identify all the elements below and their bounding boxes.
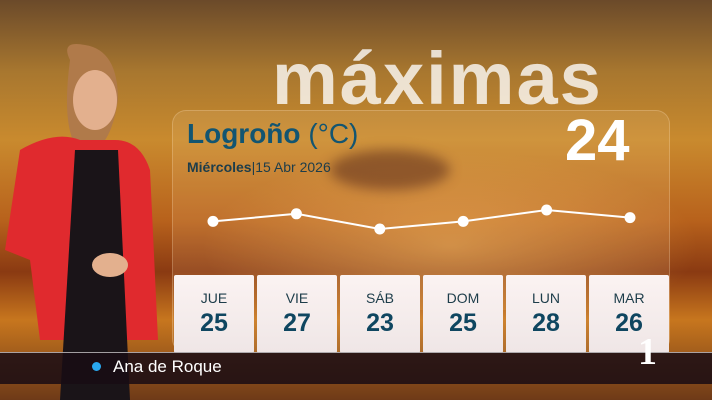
day-temp: 25: [449, 309, 477, 337]
day-card: SÁB 23: [340, 275, 420, 353]
day-card: JUE 25: [174, 275, 254, 353]
bullet-dot-icon: [92, 362, 101, 371]
temperature-point: [624, 212, 636, 224]
today-max-temp: 24: [565, 108, 630, 173]
temperature-point: [374, 223, 386, 235]
day-temp: 25: [200, 309, 228, 337]
presenter-name: Ana de Roque: [113, 357, 222, 376]
day-label: VIE: [285, 290, 309, 306]
day-label: DOM: [446, 290, 480, 306]
weekday: Miércoles: [187, 159, 252, 175]
day-label: JUE: [200, 290, 228, 306]
lower-third-bar: [0, 352, 712, 384]
forecast-panel: [172, 110, 670, 353]
day-card: MAR 26: [589, 275, 669, 353]
day-label: SÁB: [365, 290, 394, 306]
temperature-point: [457, 215, 469, 227]
day-temp: 26: [615, 309, 643, 337]
day-temp: 27: [283, 309, 311, 337]
date-line: Miércoles|15 Abr 2026: [187, 159, 331, 175]
city-title: Logroño (°C): [187, 120, 358, 148]
city-name: Logroño: [187, 118, 301, 149]
unit-label: (°C): [308, 118, 359, 149]
temperature-point: [290, 208, 302, 220]
temperature-point: [541, 204, 553, 216]
date: 15 Abr 2026: [255, 159, 331, 175]
day-label: MAR: [613, 290, 645, 306]
day-temp: 23: [366, 309, 394, 337]
day-card: DOM 25: [423, 275, 503, 353]
channel-logo: 1: [638, 331, 657, 373]
day-label: LUN: [531, 290, 560, 306]
page-title: máximas: [272, 37, 603, 120]
cloud: [330, 150, 450, 190]
temperature-line: [212, 208, 631, 231]
presenter: [5, 44, 158, 400]
day-cards: JUE 25 VIE 27 SÁB 23 DOM 25 LUN 28 MAR 26: [174, 275, 669, 353]
temperature-point: [207, 215, 219, 227]
day-card: VIE 27: [257, 275, 337, 353]
day-card: LUN 28: [506, 275, 586, 353]
day-temp: 28: [532, 309, 560, 337]
